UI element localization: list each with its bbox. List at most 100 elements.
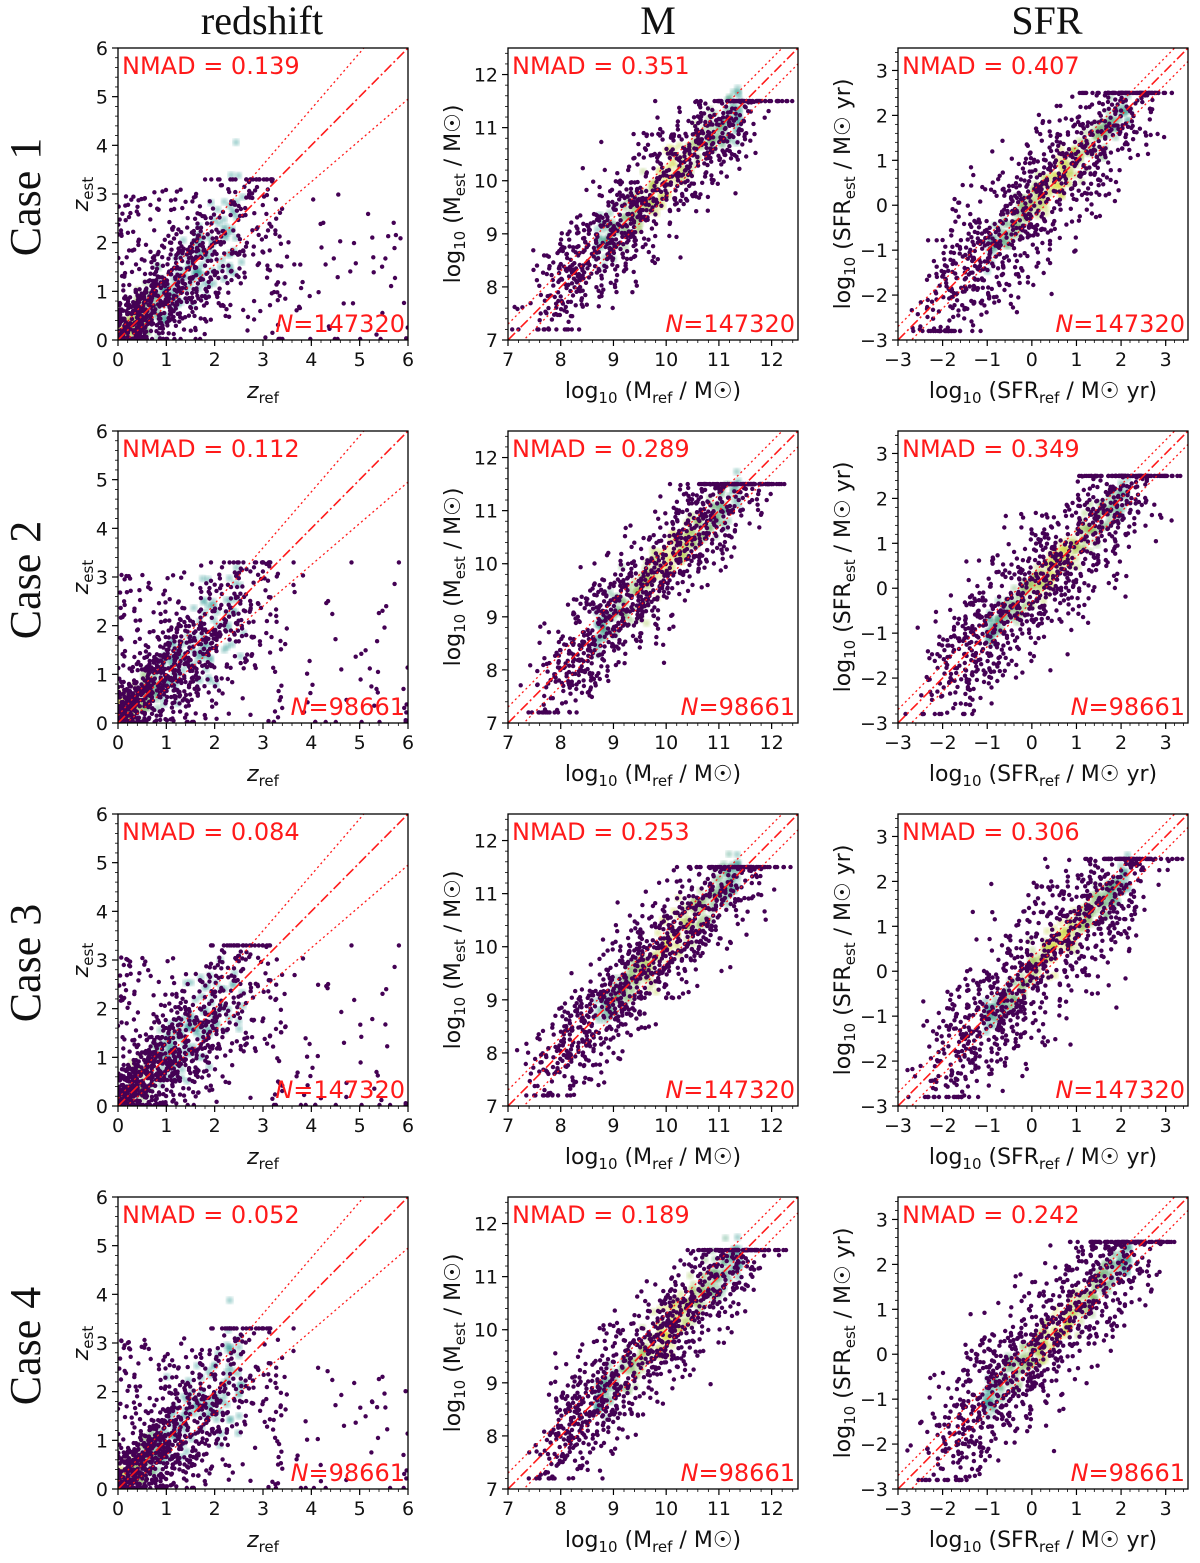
scatter-point xyxy=(137,651,143,656)
scatter-point xyxy=(695,163,701,168)
scatter-point xyxy=(264,211,269,217)
scatter-point xyxy=(199,563,204,568)
n-label: N=147320 xyxy=(1055,310,1185,338)
scatter-point xyxy=(937,328,942,334)
scatter-point xyxy=(1130,123,1135,129)
scatter-point xyxy=(653,98,658,104)
scatter-point xyxy=(319,245,324,250)
density-cell xyxy=(670,159,677,166)
scatter-point xyxy=(676,157,681,163)
scatter-point xyxy=(966,231,971,236)
scatter-point xyxy=(1155,131,1160,137)
density-cell xyxy=(130,729,136,735)
scatter-point xyxy=(163,618,168,623)
scatter-point xyxy=(237,213,243,219)
scatter-point xyxy=(259,237,265,242)
scatter-point xyxy=(283,296,288,301)
scatter-point xyxy=(194,249,199,254)
scatter-point xyxy=(646,249,651,255)
scatter-point xyxy=(987,255,992,260)
scatter-point xyxy=(131,719,136,723)
scatter-point xyxy=(658,126,663,132)
y-tick-label: 5 xyxy=(96,470,108,492)
scatter-point xyxy=(944,284,949,289)
scatter-point xyxy=(1095,165,1101,170)
scatter-point xyxy=(240,696,245,701)
scatter-point xyxy=(620,234,625,239)
scatter-point xyxy=(1147,106,1153,112)
scatter-point xyxy=(269,224,274,229)
scatter-point xyxy=(173,303,178,308)
scatter-point xyxy=(180,278,185,283)
scatter-point xyxy=(244,567,249,572)
scatter-point xyxy=(712,112,717,118)
scatter-point xyxy=(1054,103,1059,109)
scatter-point xyxy=(736,128,741,134)
scatter-point xyxy=(228,212,233,218)
scatter-point xyxy=(209,615,214,620)
scatter-point xyxy=(653,233,658,239)
scatter-point xyxy=(727,149,732,154)
scatter-point xyxy=(1056,143,1061,148)
scatter-point xyxy=(380,608,385,613)
scatter-point xyxy=(133,708,138,713)
scatter-point xyxy=(640,201,645,206)
scatter-point xyxy=(147,658,152,664)
scatter-point xyxy=(728,156,734,161)
scatter-point xyxy=(573,250,578,255)
density-cell xyxy=(209,598,217,605)
scatter-point xyxy=(216,275,221,281)
scatter-point xyxy=(753,150,758,156)
density-cell xyxy=(124,729,130,735)
scatter-point xyxy=(275,715,281,720)
scatter-point xyxy=(194,690,199,695)
scatter-point xyxy=(1070,192,1075,197)
scatter-point xyxy=(636,598,641,603)
scatter-point xyxy=(628,190,634,196)
scatter-point xyxy=(241,560,246,565)
y-tick-label: 4 xyxy=(96,135,108,157)
scatter-point xyxy=(1115,147,1121,153)
scatter-point xyxy=(1028,199,1033,204)
scatter-point xyxy=(136,336,141,340)
n-label: N=147320 xyxy=(665,310,795,338)
scatter-point xyxy=(950,269,955,275)
scatter-point xyxy=(790,98,795,104)
scatter-point xyxy=(167,618,172,623)
scatter-point xyxy=(1096,158,1102,163)
scatter-point xyxy=(660,137,665,142)
scatter-point xyxy=(264,618,270,624)
scatter-point xyxy=(166,233,171,238)
scatter-point xyxy=(274,613,279,619)
scatter-point xyxy=(183,199,188,204)
scatter-point xyxy=(1116,188,1121,193)
scatter-point xyxy=(228,596,234,601)
scatter-point xyxy=(1047,242,1053,247)
density-cell xyxy=(228,171,235,179)
scatter-point xyxy=(1094,154,1100,160)
scatter-point xyxy=(234,273,239,278)
scatter-point xyxy=(167,597,172,602)
x-tick-label: 4 xyxy=(305,349,317,371)
scatter-point xyxy=(998,212,1004,217)
scatter-point xyxy=(952,328,957,334)
scatter-point xyxy=(1014,208,1019,213)
scatter-point xyxy=(1102,108,1107,113)
scatter-point xyxy=(1029,169,1035,174)
scatter-point xyxy=(211,628,216,634)
scatter-point xyxy=(1137,126,1143,131)
scatter-point xyxy=(228,628,234,633)
scatter-point xyxy=(189,582,195,587)
scatter-point xyxy=(183,628,188,633)
x-tick-label: 2 xyxy=(209,349,221,371)
y-axis-label: log10 (Mest / M☉) xyxy=(441,105,469,284)
scatter-point xyxy=(1027,195,1032,200)
scatter-point xyxy=(226,263,231,268)
scatter-point xyxy=(207,199,212,204)
scatter-point xyxy=(1035,250,1041,255)
scatter-point xyxy=(1007,282,1012,288)
scatter-point xyxy=(122,694,127,699)
scatter-point xyxy=(154,266,160,271)
scatter-point xyxy=(252,188,258,193)
scatter-point xyxy=(160,189,165,194)
